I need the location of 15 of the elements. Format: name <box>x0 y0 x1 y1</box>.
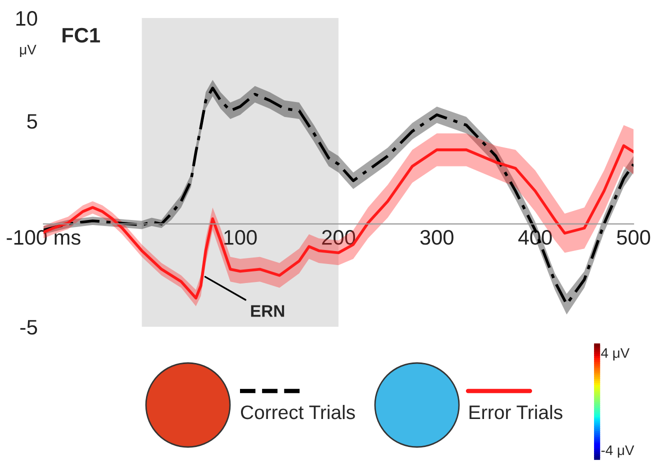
y-axis-title: μV <box>20 44 36 58</box>
x-tick-label: -100 ms <box>6 230 80 245</box>
x-tick-label: 300 <box>420 230 454 245</box>
text: 4 μV <box>601 348 630 360</box>
x-tick-label: 200 <box>322 230 356 245</box>
legend-label: Correct Trials <box>240 404 355 420</box>
y-tick-label: 10 <box>16 11 38 26</box>
legend-label: Error Trials <box>470 404 562 420</box>
x-tick-label: 500 <box>617 230 650 245</box>
x-tick-label: 100 <box>224 230 257 245</box>
annotation: ERN <box>251 305 284 317</box>
text: -4 μV <box>601 445 634 458</box>
y-tick-label: -5 <box>20 320 38 335</box>
y-tick-label: 5 <box>27 114 38 129</box>
chart-title: FC1 <box>62 28 100 43</box>
